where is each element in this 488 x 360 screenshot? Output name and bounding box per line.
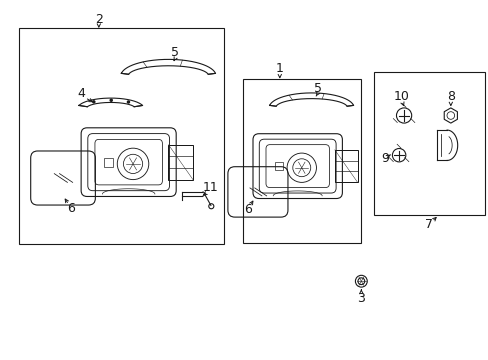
Circle shape bbox=[109, 99, 113, 102]
Text: 8: 8 bbox=[446, 90, 454, 103]
Text: 3: 3 bbox=[357, 292, 365, 305]
Circle shape bbox=[126, 100, 130, 104]
Text: 10: 10 bbox=[393, 90, 409, 103]
Text: 2: 2 bbox=[95, 13, 102, 26]
Text: 5: 5 bbox=[171, 46, 179, 59]
Text: 5: 5 bbox=[313, 82, 321, 95]
Text: 11: 11 bbox=[202, 181, 218, 194]
Text: 7: 7 bbox=[424, 218, 432, 231]
Text: 6: 6 bbox=[244, 203, 251, 216]
Text: 4: 4 bbox=[77, 87, 85, 100]
Text: 6: 6 bbox=[67, 202, 75, 215]
Circle shape bbox=[92, 100, 95, 104]
Text: 9: 9 bbox=[381, 152, 388, 165]
Text: 1: 1 bbox=[275, 62, 283, 75]
